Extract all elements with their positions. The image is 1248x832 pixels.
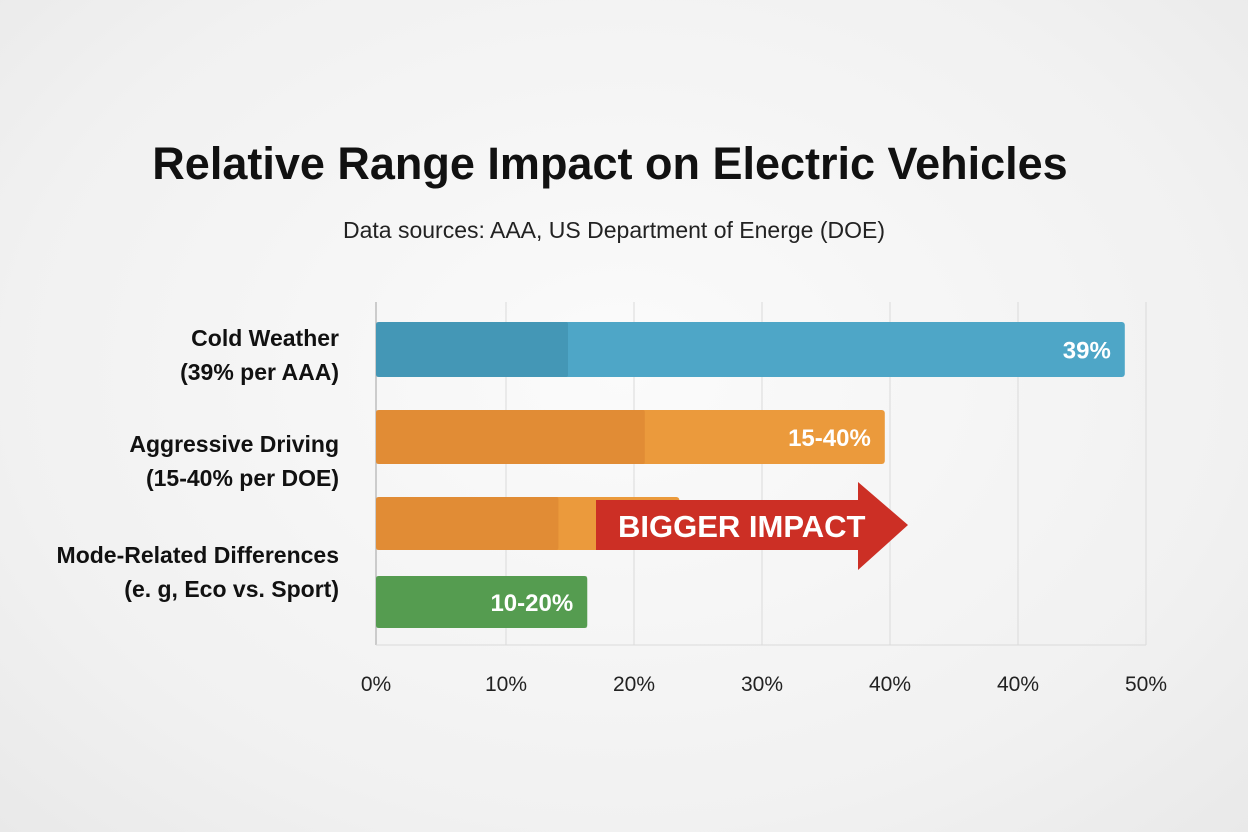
category-label: Mode-Related Differences (e. g, Eco vs. S… bbox=[57, 542, 339, 602]
category-label: Cold Weather (39% per AAA) bbox=[180, 325, 339, 385]
bar-value-label: 10-20% bbox=[490, 590, 573, 617]
bar: 39% bbox=[376, 322, 1125, 377]
x-tick-label: 40% bbox=[997, 673, 1039, 696]
bar-shade bbox=[376, 322, 568, 377]
bar-shade bbox=[376, 497, 559, 550]
category-label: Aggressive Driving (15-40% per DOE) bbox=[129, 431, 339, 491]
arrow-shape bbox=[596, 482, 908, 570]
bar-value-label: 15-40% bbox=[788, 425, 871, 452]
bar-shade bbox=[376, 410, 645, 464]
bar: 10-20% bbox=[376, 576, 588, 628]
x-tick-label: 20% bbox=[613, 673, 655, 696]
arrow-label: BIGGER IMPACT bbox=[618, 509, 865, 544]
category-label-line: (15-40% per DOE) bbox=[146, 465, 339, 491]
bar-value-label: 39% bbox=[1063, 338, 1111, 365]
bar: 15-40% bbox=[376, 410, 885, 464]
chart-subtitle: Data sources: AAA, US Department of Ener… bbox=[342, 217, 885, 243]
x-tick-label: 30% bbox=[741, 673, 783, 696]
category-label-line: (39% per AAA) bbox=[180, 359, 339, 385]
x-tick-label: 50% bbox=[1125, 673, 1167, 696]
category-label-line: Mode-Related Differences bbox=[57, 542, 339, 568]
bigger-impact-arrow: BIGGER IMPACT bbox=[596, 482, 908, 570]
x-tick-label: 0% bbox=[361, 673, 391, 696]
x-tick-label: 40% bbox=[869, 673, 911, 696]
category-label-line: Aggressive Driving bbox=[129, 431, 339, 457]
category-label-line: Cold Weather bbox=[191, 325, 339, 351]
category-label-line: (e. g, Eco vs. Sport) bbox=[124, 576, 339, 602]
chart-title: Relative Range Impact on Electric Vehicl… bbox=[152, 138, 1068, 189]
bar-shade bbox=[376, 576, 588, 628]
x-tick-label: 10% bbox=[485, 673, 527, 696]
